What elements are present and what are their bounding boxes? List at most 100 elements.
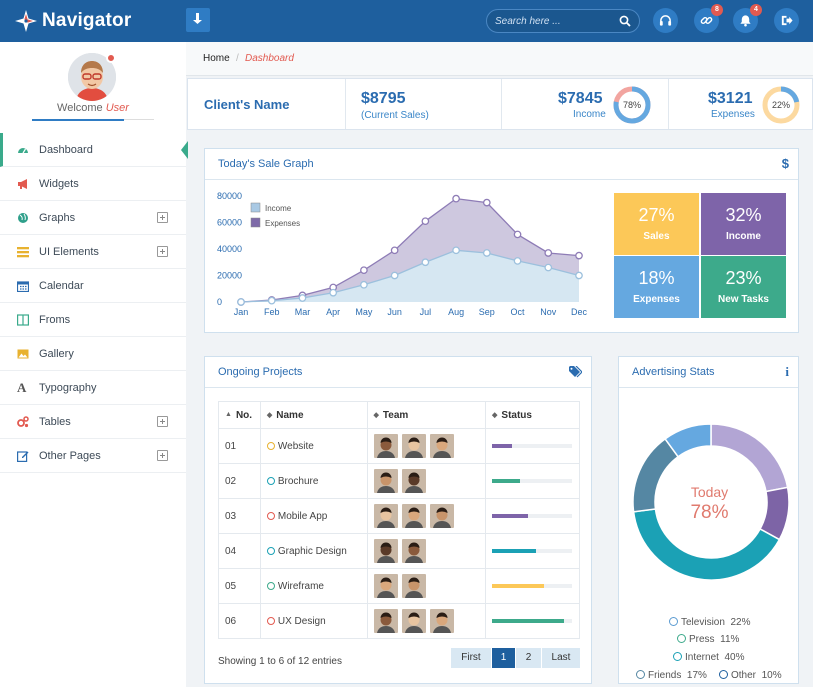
data-point[interactable] [513, 257, 522, 265]
sidebar-item-tables[interactable]: Tables [0, 405, 186, 439]
data-point[interactable] [237, 298, 245, 306]
active-indicator [181, 141, 188, 159]
data-point[interactable] [390, 271, 399, 280]
pagination-first[interactable]: First [451, 648, 491, 668]
team-member-avatar[interactable] [373, 609, 398, 633]
expand-icon[interactable] [157, 212, 168, 223]
project-name[interactable]: Website [277, 440, 314, 452]
sidebar-item-froms[interactable]: Froms [0, 303, 186, 337]
data-point[interactable] [544, 263, 553, 272]
projects-panel: Ongoing Projects ▲ No. ◆ Name ◆ Team ◆ Statu… [204, 356, 592, 684]
sidebar-item-dashboard[interactable]: Dashboard [0, 133, 188, 167]
team-member-avatar[interactable] [429, 609, 454, 633]
sidebar-item-other-pages[interactable]: Other Pages [0, 439, 186, 473]
links-button[interactable]: 8 [694, 4, 723, 33]
welcome-text: Welcome User [0, 102, 186, 114]
sidebar-item-widgets[interactable]: Widgets [0, 167, 186, 201]
info-icon[interactable]: i [785, 364, 789, 379]
search-input[interactable] [495, 14, 615, 28]
progress-bar [492, 584, 573, 588]
donut-slice-television[interactable] [710, 423, 789, 493]
team-member-avatar[interactable] [429, 434, 454, 458]
search-icon[interactable] [619, 15, 631, 27]
data-point[interactable] [329, 288, 338, 297]
username[interactable]: User [105, 102, 129, 114]
team-member-avatar[interactable] [373, 574, 398, 598]
legend-other: Other 10% [719, 670, 782, 681]
megaphone-icon [18, 179, 27, 189]
data-point[interactable] [452, 246, 460, 255]
data-point[interactable] [390, 246, 399, 255]
donut-center-value: 78% [690, 502, 729, 523]
table-row[interactable]: 01 Website [218, 428, 580, 464]
table-header-row: ▲ No. ◆ Name ◆ Team ◆ Status [218, 401, 580, 429]
data-point[interactable] [360, 266, 368, 275]
tags-icon[interactable] [569, 366, 582, 378]
search-box[interactable] [486, 9, 640, 33]
team-member-avatar[interactable] [429, 504, 454, 528]
table-row[interactable]: 05 Wireframe [218, 568, 580, 604]
notifications-button[interactable]: 4 [733, 4, 762, 33]
data-point[interactable] [267, 296, 276, 305]
compass-logo-icon [15, 10, 37, 32]
logo[interactable]: Navigator [14, 8, 131, 34]
team-member-avatar[interactable] [401, 539, 426, 563]
team-member-avatar[interactable] [373, 539, 398, 563]
team-member-avatar[interactable] [373, 469, 398, 493]
columns-icon [17, 314, 29, 326]
support-button[interactable] [653, 8, 678, 33]
column-header-name[interactable]: ◆ Name [259, 401, 368, 429]
team-member-avatar[interactable] [401, 609, 426, 633]
project-name[interactable]: UX Design [277, 615, 326, 627]
data-point[interactable] [575, 271, 583, 280]
legend-dot [719, 670, 728, 679]
project-name[interactable]: Wireframe [277, 580, 324, 592]
column-header-team[interactable]: ◆ Team [366, 401, 487, 429]
data-point[interactable] [482, 249, 491, 257]
expand-icon[interactable] [157, 416, 168, 427]
table-row[interactable]: 02 Brochure [218, 463, 580, 499]
expand-icon[interactable] [157, 246, 168, 257]
data-point[interactable] [360, 280, 368, 289]
pagination-page-1[interactable]: 1 [492, 648, 515, 668]
pagination-page-2[interactable]: 2 [516, 648, 541, 668]
expand-icon[interactable] [157, 450, 168, 461]
sidebar-item-typography[interactable]: A Typography [0, 371, 186, 405]
team-member-avatar[interactable] [401, 434, 426, 458]
sidebar-item-label: Graphs [39, 212, 76, 224]
sidebar-item-graphs[interactable]: Graphs [0, 201, 186, 235]
team-member-avatar[interactable] [401, 574, 426, 598]
table-row[interactable]: 04 Graphic Design [218, 533, 580, 569]
cell-no: 06 [218, 603, 261, 639]
team-member-avatar[interactable] [401, 504, 426, 528]
data-point[interactable] [452, 194, 460, 203]
sidebar-item-ui-elements[interactable]: UI Elements [0, 235, 186, 269]
dollar-icon[interactable]: $ [781, 156, 789, 171]
data-point[interactable] [544, 249, 553, 257]
data-point[interactable] [298, 294, 307, 302]
data-point[interactable] [575, 251, 583, 260]
table-row[interactable]: 06 UX Design [218, 603, 580, 639]
sidebar-item-calendar[interactable]: Calendar [0, 269, 186, 303]
data-point[interactable] [421, 258, 430, 267]
team-member-avatar[interactable] [373, 504, 398, 528]
pagination-last[interactable]: Last [542, 648, 580, 668]
sidebar-toggle-button[interactable] [186, 8, 210, 32]
project-name[interactable]: Brochure [277, 475, 319, 487]
breadcrumb-home[interactable]: Home [203, 53, 230, 64]
data-point[interactable] [513, 230, 522, 239]
team-member-avatar[interactable] [401, 469, 426, 493]
data-point[interactable] [421, 217, 430, 226]
donut-slice-friends[interactable] [632, 437, 680, 513]
logout-button[interactable] [774, 8, 799, 33]
project-name[interactable]: Graphic Design [277, 545, 347, 557]
project-name[interactable]: Mobile App [277, 510, 328, 522]
table-row[interactable]: 03 Mobile App [218, 498, 580, 534]
data-point[interactable] [482, 198, 491, 207]
sidebar-item-gallery[interactable]: Gallery [0, 337, 186, 371]
team-member-avatar[interactable] [373, 434, 398, 458]
panel-title: Advertising Stats [632, 366, 715, 378]
column-header-status[interactable]: ◆ Status [485, 401, 580, 429]
donut-slice-other[interactable] [664, 423, 712, 458]
column-header-no[interactable]: ▲ No. [218, 401, 261, 429]
